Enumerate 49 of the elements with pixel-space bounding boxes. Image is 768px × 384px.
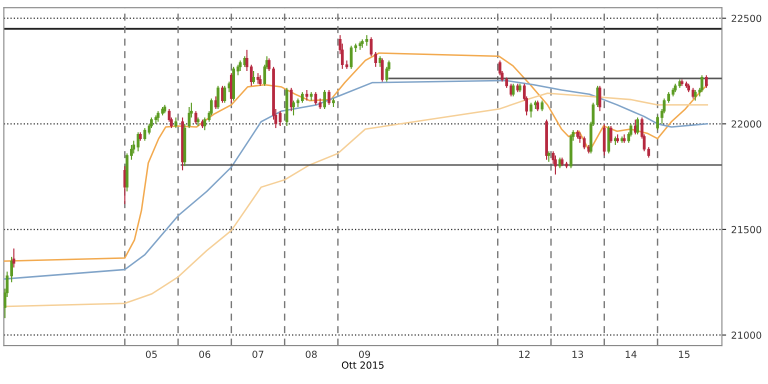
- x-tick-label: 12: [519, 350, 530, 358]
- candlestick: [636, 116, 639, 135]
- y-tick-label: 22000: [732, 120, 762, 128]
- y-tick-label: 22500: [732, 14, 762, 22]
- candlestick: [547, 150, 550, 162]
- x-tick-label: 08: [306, 350, 317, 358]
- candlestick: [203, 116, 206, 131]
- candlestick: [378, 56, 382, 68]
- candlestick: [188, 106, 191, 129]
- candlestick: [647, 146, 650, 158]
- candlestick: [328, 89, 330, 106]
- candlestick: [223, 85, 226, 104]
- candlestick: [700, 74, 704, 93]
- candlestick: [174, 116, 178, 129]
- candlestick: [12, 248, 16, 268]
- x-axis-title: Ott 2015: [342, 361, 384, 369]
- x-tick-label: 15: [679, 350, 690, 358]
- candlestick: [156, 110, 160, 122]
- candlestick: [540, 100, 544, 112]
- line-series: [4, 52, 708, 262]
- x-tick-label: 06: [199, 350, 210, 358]
- candlestick: [300, 92, 304, 104]
- candlestick: [216, 85, 220, 110]
- candlestick: [610, 125, 612, 144]
- candlestick: [221, 85, 224, 104]
- candlestick: [365, 34, 368, 46]
- candlestick: [323, 89, 326, 110]
- y-tick-label: 21500: [732, 226, 762, 234]
- candlestick: [252, 70, 255, 84]
- x-tick-label: 09: [359, 350, 370, 358]
- x-tick-label: 13: [572, 350, 584, 358]
- candlestick: [258, 74, 262, 86]
- y-tick-label: 21000: [732, 332, 762, 339]
- candlestick: [536, 100, 540, 112]
- line-series: [4, 80, 708, 280]
- candlestick: [380, 58, 384, 82]
- candlestick: [704, 74, 708, 88]
- candlestick: [530, 102, 532, 118]
- candlestick: [256, 72, 260, 84]
- candlestick: [238, 60, 242, 72]
- x-tick-label: 07: [252, 350, 264, 358]
- candlestick: [602, 123, 606, 156]
- x-tick-label: 14: [626, 350, 637, 358]
- candlestick: [194, 110, 198, 124]
- candlestick: [318, 98, 322, 110]
- candlestick: [578, 132, 582, 144]
- candlestick: [554, 154, 557, 176]
- x-tick-label: 05: [146, 350, 157, 358]
- candlestick: [598, 85, 602, 112]
